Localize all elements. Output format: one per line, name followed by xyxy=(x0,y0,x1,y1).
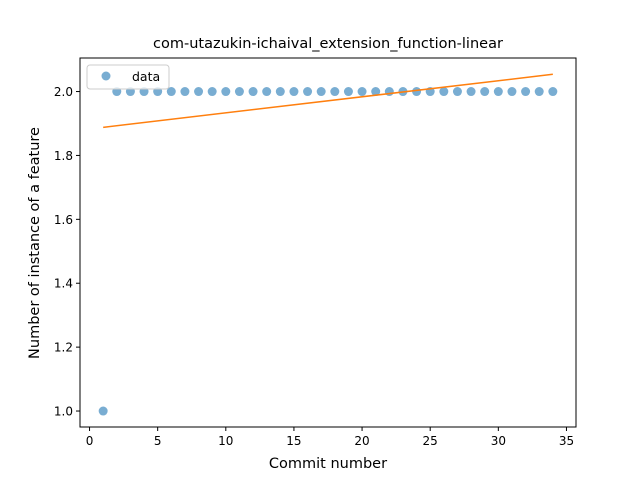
data-point xyxy=(452,87,462,97)
y-tick-label: 1.6 xyxy=(54,213,73,227)
legend: data xyxy=(86,64,170,90)
data-point xyxy=(493,87,503,97)
x-axis-label: Commit number xyxy=(269,456,387,472)
data-point xyxy=(480,87,490,97)
data-point xyxy=(180,87,190,97)
data-point xyxy=(466,87,476,97)
x-axis: 0 5 10 15 20 25 30 35 xyxy=(86,427,574,448)
fit-line xyxy=(103,73,553,129)
data-point xyxy=(207,87,217,97)
y-tick-label: 1.8 xyxy=(54,149,73,163)
y-axis: 1.0 1.2 1.4 1.6 1.8 2.0 xyxy=(54,85,80,419)
y-tick-label: 1.4 xyxy=(54,277,73,291)
y-tick-label: 1.2 xyxy=(54,341,73,355)
data-point xyxy=(262,87,272,97)
x-tick-label: 0 xyxy=(86,434,94,448)
data-point xyxy=(275,87,285,97)
x-tick-label: 20 xyxy=(354,434,369,448)
data-point xyxy=(289,87,299,97)
data-point xyxy=(330,87,340,97)
legend-label-data: data xyxy=(132,69,160,84)
data-point xyxy=(521,87,531,97)
x-tick-label: 15 xyxy=(286,434,301,448)
data-point xyxy=(303,87,313,97)
data-point xyxy=(548,87,558,97)
y-tick-label: 2.0 xyxy=(54,85,73,99)
data-point xyxy=(534,87,544,97)
data-point xyxy=(316,87,326,97)
y-axis-label: Number of instance of a feature xyxy=(27,127,43,359)
x-tick-label: 35 xyxy=(559,434,574,448)
x-tick-label: 25 xyxy=(423,434,438,448)
x-tick-label: 10 xyxy=(218,434,233,448)
x-tick-label: 30 xyxy=(491,434,506,448)
data-point xyxy=(343,87,353,97)
data-point xyxy=(234,87,244,97)
data-point xyxy=(166,87,176,97)
axes-frame xyxy=(79,57,577,428)
data-point xyxy=(439,87,449,97)
legend-marker-data xyxy=(101,71,111,81)
y-tick-label: 1.0 xyxy=(54,405,73,419)
chart-title: com-utazukin-ichaival_extension_function… xyxy=(153,36,503,52)
data-point xyxy=(507,87,517,97)
data-point xyxy=(371,87,381,97)
data-point xyxy=(98,406,108,416)
data-point xyxy=(412,87,422,97)
data-point xyxy=(357,87,367,97)
legend-box xyxy=(86,64,170,90)
x-tick-label: 5 xyxy=(154,434,162,448)
data-point xyxy=(194,87,204,97)
data-point xyxy=(248,87,258,97)
data-point xyxy=(221,87,231,97)
